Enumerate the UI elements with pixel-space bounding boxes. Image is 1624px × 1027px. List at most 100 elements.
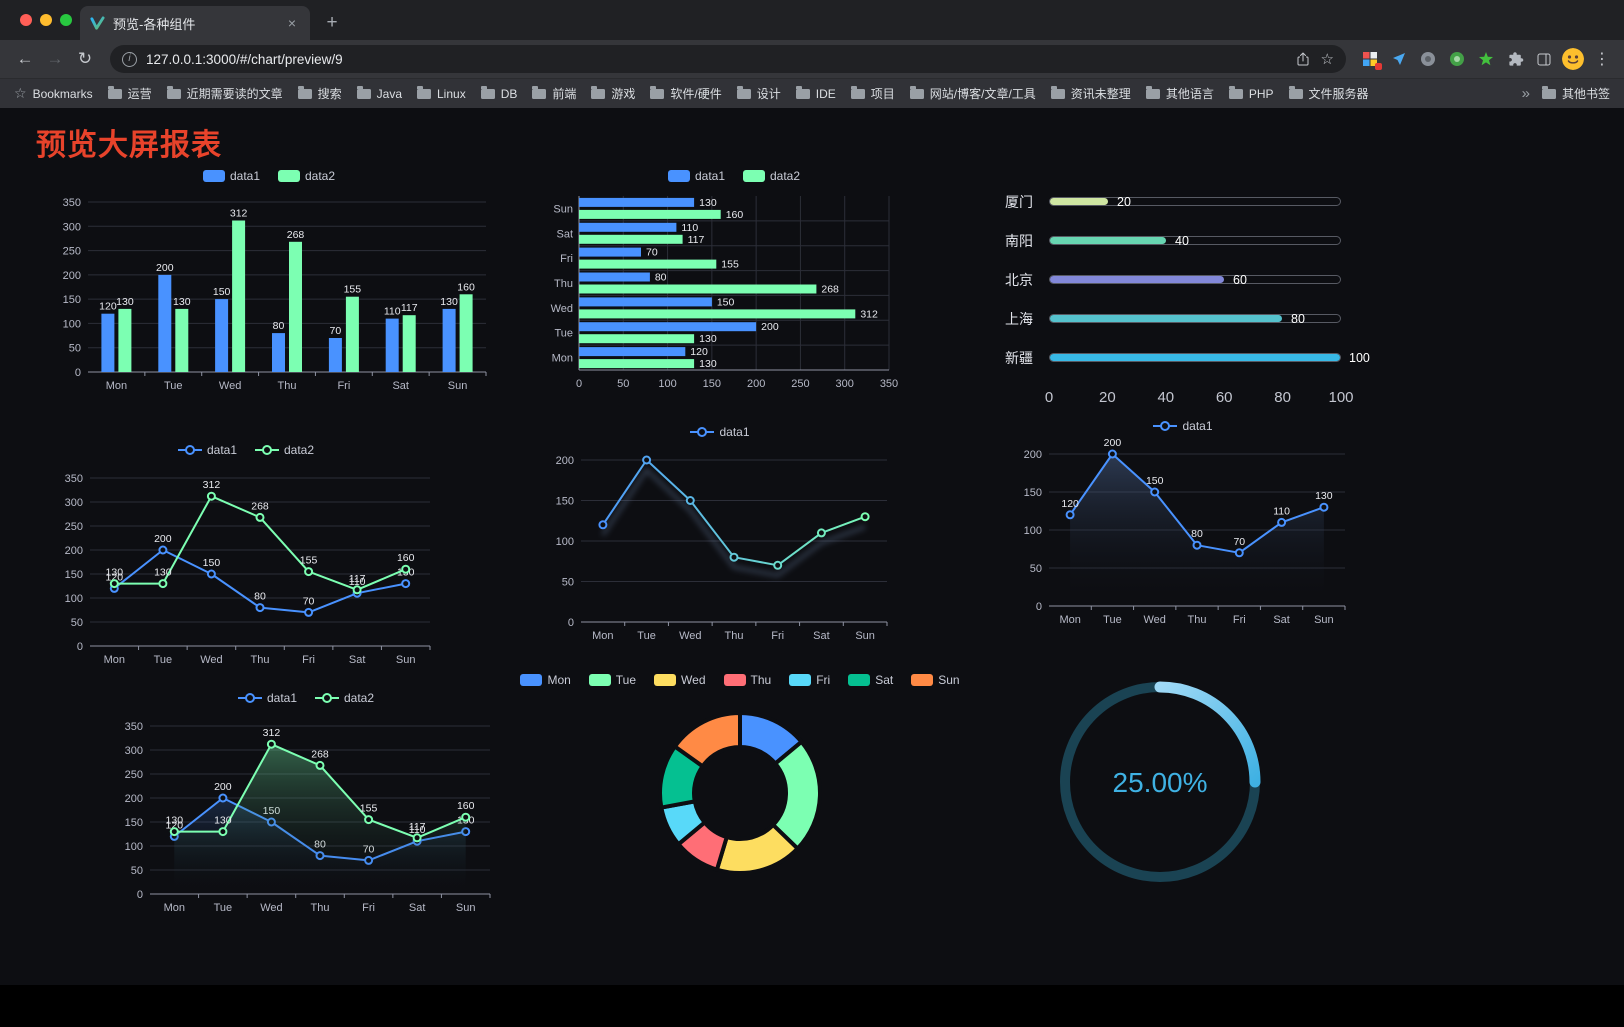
chart-canvas: 0 50 100 150 200 250 300 350 Mon Tue Wed Thu Fri Sat S…: [551, 196, 898, 390]
svg-text:Sat: Sat: [392, 380, 409, 392]
bookmark-item[interactable]: 资讯未整理: [1050, 85, 1131, 102]
series-data2[interactable]: [579, 209, 856, 369]
svg-text:130: 130: [699, 358, 717, 370]
legend-item-data2[interactable]: data2: [278, 169, 335, 183]
tab-close-icon[interactable]: ×: [287, 15, 297, 31]
legend-label: Wed: [681, 673, 706, 687]
progress-fill: [1050, 354, 1340, 361]
series-data1[interactable]: [1065, 449, 1329, 558]
minimize-window-button[interactable]: [40, 14, 52, 26]
svg-text:130: 130: [440, 296, 458, 308]
legend-item-Fri[interactable]: Fri: [789, 673, 830, 687]
bookmark-item[interactable]: 搜索: [297, 85, 342, 102]
share-icon[interactable]: [1295, 51, 1311, 67]
series-data1[interactable]: [579, 197, 757, 357]
forward-icon[interactable]: →: [46, 49, 64, 68]
bookmark-item[interactable]: 网站/博客/文章/工具: [909, 85, 1036, 102]
legend-label: data1: [694, 169, 725, 183]
reload-icon[interactable]: ↻: [77, 49, 93, 68]
svg-text:Sun: Sun: [553, 203, 573, 215]
legend-item-data1[interactable]: data1: [237, 691, 297, 705]
bookmarks-bar: ☆ Bookmarks 运营 近期需要读的文章 搜索 Java Linux DB 前端 游戏 软件/…: [0, 78, 1624, 108]
progress-value: 40: [1175, 233, 1189, 248]
menu-icon[interactable]: ⋮: [1594, 51, 1610, 68]
bookmark-item[interactable]: 文件服务器: [1288, 85, 1369, 102]
bookmark-item[interactable]: 前端: [532, 85, 576, 102]
bookmark-item[interactable]: 近期需要读的文章: [166, 85, 283, 102]
series-data2[interactable]: [118, 220, 473, 373]
legend-item-data2[interactable]: data2: [255, 443, 314, 457]
extension-badge: [1375, 63, 1382, 70]
svg-text:Mon: Mon: [106, 380, 127, 392]
bookmark-item[interactable]: 其他语言: [1145, 85, 1214, 102]
progress-row: 上海 80: [1005, 299, 1624, 338]
mosaic-extension-icon[interactable]: [1360, 49, 1382, 70]
profile-avatar[interactable]: [1562, 48, 1584, 70]
series-data1[interactable]: [101, 274, 456, 372]
svg-text:120: 120: [690, 346, 708, 358]
bookmark-item[interactable]: 游戏: [591, 85, 635, 102]
folder-icon: [297, 85, 312, 99]
extensions-puzzle-icon[interactable]: [1505, 49, 1525, 69]
svg-text:120: 120: [99, 301, 117, 313]
green-circle-extension-icon[interactable]: [1447, 49, 1467, 69]
legend-item-Wed[interactable]: Wed: [654, 673, 706, 687]
legend-item-Sat[interactable]: Sat: [848, 673, 893, 687]
bookmark-star-icon[interactable]: ☆: [1320, 51, 1334, 68]
zoom-window-button[interactable]: [60, 14, 72, 26]
legend-item-Tue[interactable]: Tue: [588, 673, 636, 687]
swatch-icon: [743, 170, 765, 182]
bookmark-item[interactable]: 运营: [107, 85, 152, 102]
legend-item-Sun[interactable]: Sun: [911, 673, 960, 687]
series-data1[interactable]: [598, 455, 870, 570]
legend-item-data1[interactable]: data1: [690, 425, 750, 439]
legend-item-data1[interactable]: data1: [667, 169, 725, 183]
svg-text:312: 312: [203, 479, 221, 491]
new-tab-button[interactable]: +: [326, 12, 338, 33]
series-data2[interactable]: [109, 491, 411, 595]
bookmark-item[interactable]: 项目: [850, 85, 895, 102]
svg-text:200: 200: [214, 781, 232, 793]
bookmark-item[interactable]: 设计: [736, 85, 781, 102]
bookmark-item[interactable]: ☆ Bookmarks: [14, 85, 93, 102]
svg-text:100: 100: [658, 378, 676, 390]
svg-text:50: 50: [71, 617, 83, 629]
green-star-extension-icon[interactable]: [1476, 49, 1496, 69]
legend-item-data2[interactable]: data2: [743, 169, 800, 183]
bookmark-item[interactable]: DB: [480, 85, 517, 101]
other-bookmarks[interactable]: 其他书签: [1541, 85, 1610, 102]
svg-text:Fri: Fri: [337, 380, 350, 392]
close-window-button[interactable]: [20, 14, 32, 26]
site-info-icon[interactable]: i: [122, 51, 137, 67]
pie-slice-Sun[interactable]: [672, 711, 742, 769]
browser-tab[interactable]: 预览-各种组件 ×: [80, 6, 310, 40]
back-icon[interactable]: ←: [16, 49, 34, 68]
address-bar[interactable]: i 127.0.0.1:3000/#/chart/preview/9 ☆: [110, 45, 1346, 73]
legend-item-Mon[interactable]: Mon: [520, 673, 571, 687]
bookmark-label: IDE: [815, 86, 836, 101]
bookmark-item[interactable]: Linux: [417, 85, 466, 101]
legend-item-data2[interactable]: data2: [315, 691, 374, 705]
folder-icon: [1145, 85, 1160, 99]
legend-item-Thu[interactable]: Thu: [723, 673, 771, 687]
chart-line-gradient: data1 0 50 100 150 200 Mon Tue Wed Thu Fri Sat Sun: [535, 422, 1005, 668]
bookmark-item[interactable]: PHP: [1228, 85, 1274, 101]
legend-item-data1[interactable]: data1: [202, 169, 260, 183]
bookmarks-overflow-chevron[interactable]: »: [1521, 85, 1530, 102]
gray-circle-extension-icon[interactable]: [1418, 49, 1438, 69]
progress-fill: [1050, 237, 1166, 244]
svg-text:Sun: Sun: [855, 630, 875, 642]
svg-text:Thu: Thu: [1188, 614, 1207, 626]
kite-extension-icon[interactable]: [1389, 49, 1409, 69]
legend-item-data1[interactable]: data1: [1153, 419, 1213, 433]
svg-text:130: 130: [116, 296, 134, 308]
bookmark-item[interactable]: IDE: [795, 85, 836, 101]
svg-text:160: 160: [457, 800, 475, 812]
legend-item-data1[interactable]: data1: [177, 443, 237, 457]
progress-row: 南阳 40: [1005, 221, 1624, 260]
series-data2[interactable]: [169, 739, 471, 843]
bookmark-item[interactable]: 软件/硬件: [650, 85, 722, 102]
bookmark-item[interactable]: Java: [356, 85, 402, 101]
svg-text:150: 150: [717, 296, 735, 308]
side-panel-icon[interactable]: [1534, 49, 1554, 69]
